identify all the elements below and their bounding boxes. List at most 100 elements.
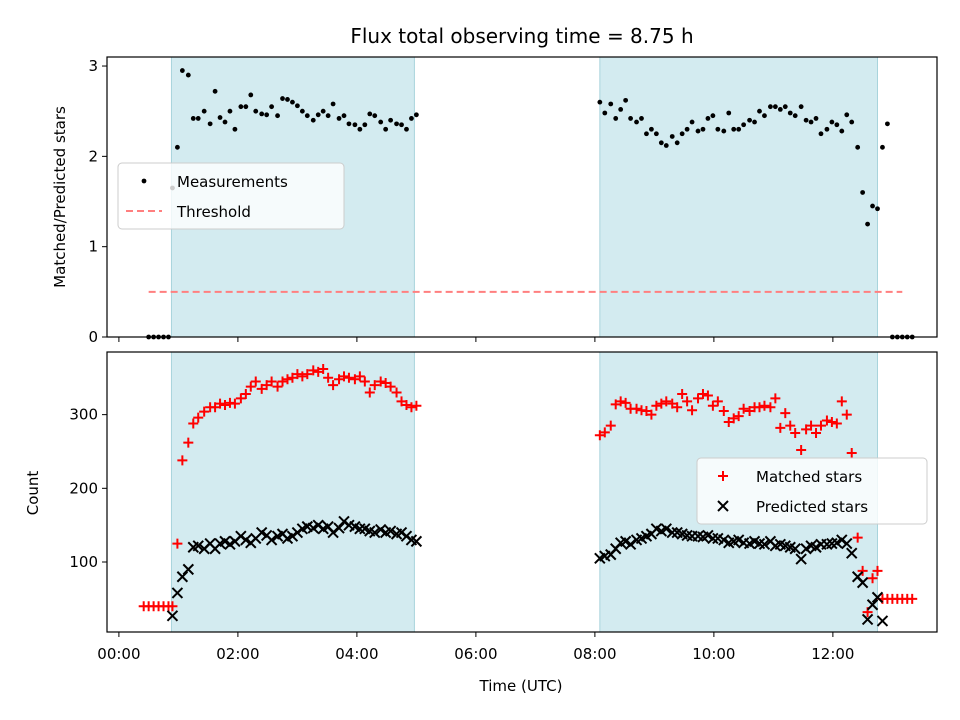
matched-stars-point-30 — [292, 369, 303, 380]
predicted-stars-point-61 — [660, 523, 672, 535]
matched-stars-point-21 — [245, 381, 256, 392]
legend-label-1: Predicted stars — [756, 498, 868, 516]
measurement-point-22 — [259, 111, 265, 117]
measurement-point-103 — [855, 144, 861, 150]
measurement-point-69 — [679, 131, 685, 137]
matched-stars-point-37 — [328, 380, 339, 391]
matched-stars-point-44 — [364, 387, 375, 398]
matched-stars-point-88 — [770, 393, 781, 404]
measurement-point-14 — [217, 115, 223, 120]
measurement-point-56 — [613, 116, 619, 121]
measurement-point-19 — [243, 104, 249, 110]
measurement-point-10 — [195, 116, 201, 121]
matched-stars-point-104 — [852, 532, 863, 543]
measurement-point-81 — [741, 122, 747, 128]
matched-stars-point-26 — [272, 381, 283, 392]
measurement-point-71 — [689, 119, 695, 125]
measurement-point-80 — [736, 126, 742, 132]
measurement-point-105 — [865, 221, 870, 227]
matched-stars-point-28 — [282, 374, 293, 385]
matched-stars-point-107 — [867, 573, 878, 584]
matched-stars-point-31 — [297, 371, 308, 382]
matched-stars-point-99 — [826, 417, 837, 427]
measurement-point-102 — [849, 119, 855, 125]
measurement-point-42 — [362, 122, 368, 128]
observing-window-1-0 — [170, 351, 415, 633]
predicted-stars-point-80 — [758, 538, 771, 551]
measurement-point-58 — [623, 97, 629, 103]
matched-stars-point-82 — [738, 403, 749, 414]
matched-stars-point-46 — [375, 376, 386, 387]
measurement-point-57 — [618, 106, 624, 112]
measurement-point-83 — [752, 119, 757, 125]
measurement-point-31 — [304, 113, 310, 119]
measurement-point-32 — [310, 117, 316, 123]
measurement-point-24 — [269, 104, 275, 110]
matched-stars-point-6 — [167, 601, 178, 612]
measurement-point-78 — [726, 110, 732, 116]
matched-stars-point-20 — [240, 389, 251, 399]
x-tick-label-04:00: 04:00 — [335, 645, 378, 663]
matched-stars-point-40 — [343, 372, 354, 383]
matched-stars-point-64 — [646, 409, 657, 420]
measurement-point-43 — [367, 111, 373, 117]
matched-stars-point-80 — [728, 413, 739, 424]
x-tick-label-06:00: 06:00 — [454, 645, 497, 663]
matched-stars-point-16 — [220, 400, 231, 411]
measurement-point-93 — [803, 117, 809, 123]
matched-stars-point-9 — [183, 437, 194, 448]
legend-top: Measurements Threshold — [117, 162, 345, 230]
measurement-point-40 — [352, 122, 358, 128]
measurement-point-98 — [829, 119, 835, 125]
predicted-stars-point-42 — [384, 525, 397, 537]
measurement-point-66 — [663, 143, 669, 148]
measurement-point-28 — [290, 99, 295, 105]
matched-stars-point-36 — [323, 372, 334, 383]
predicted-stars-point-32 — [333, 522, 345, 534]
predicted-stars-point-19 — [265, 534, 278, 546]
matched-stars-point-45 — [369, 380, 380, 391]
measurement-point-45 — [378, 119, 384, 125]
predicted-stars-point-3 — [182, 563, 195, 576]
matched-stars-point-70 — [677, 389, 688, 399]
measurement-point-30 — [299, 108, 305, 114]
measurement-point-20 — [248, 92, 254, 98]
matched-stars-point-69 — [672, 402, 683, 413]
measurement-point-72 — [695, 128, 701, 134]
predicted-stars-point-100 — [861, 613, 874, 626]
matched-stars-point-59 — [620, 397, 631, 408]
matched-stars-point-55 — [599, 427, 610, 438]
predicted-stars-point-99 — [856, 576, 869, 589]
matched-stars-point-85 — [754, 402, 765, 413]
measurement-point-49 — [399, 122, 404, 128]
measurement-point-50 — [404, 126, 409, 132]
matched-stars-point-103 — [846, 447, 857, 458]
measurement-point-6 — [175, 144, 180, 150]
legend-marker-measurements — [141, 178, 147, 184]
measurement-point-86 — [768, 104, 773, 110]
measurement-point-79 — [731, 126, 737, 132]
predicted-stars-point-47 — [410, 535, 423, 548]
predicted-stars-point-39 — [369, 526, 381, 539]
measurement-point-34 — [320, 108, 326, 114]
x-tick-label-12:00: 12:00 — [811, 645, 854, 663]
measurement-point-95 — [813, 116, 819, 121]
measurement-point-54 — [602, 110, 608, 116]
matched-stars-point-43 — [359, 376, 370, 387]
measurement-point-84 — [757, 108, 762, 114]
measurement-point-18 — [238, 104, 244, 110]
predicted-stars-point-97 — [846, 547, 858, 559]
measurement-point-63 — [649, 126, 654, 132]
matched-stars-point-78 — [718, 405, 729, 416]
matched-stars-point-93 — [796, 445, 807, 455]
measurement-point-46 — [383, 126, 389, 132]
matched-stars-point-66 — [656, 398, 667, 409]
measurement-point-17 — [232, 126, 238, 132]
x-axis-label: Time (UTC) — [479, 677, 563, 695]
matched-stars-point-67 — [661, 396, 672, 407]
measurement-point-77 — [721, 128, 727, 134]
legend-marker-predicted-stars — [717, 500, 729, 512]
predicted-stars-point-0 — [166, 610, 179, 622]
matched-stars-point-72 — [687, 405, 698, 416]
matched-stars-point-52 — [406, 402, 417, 413]
